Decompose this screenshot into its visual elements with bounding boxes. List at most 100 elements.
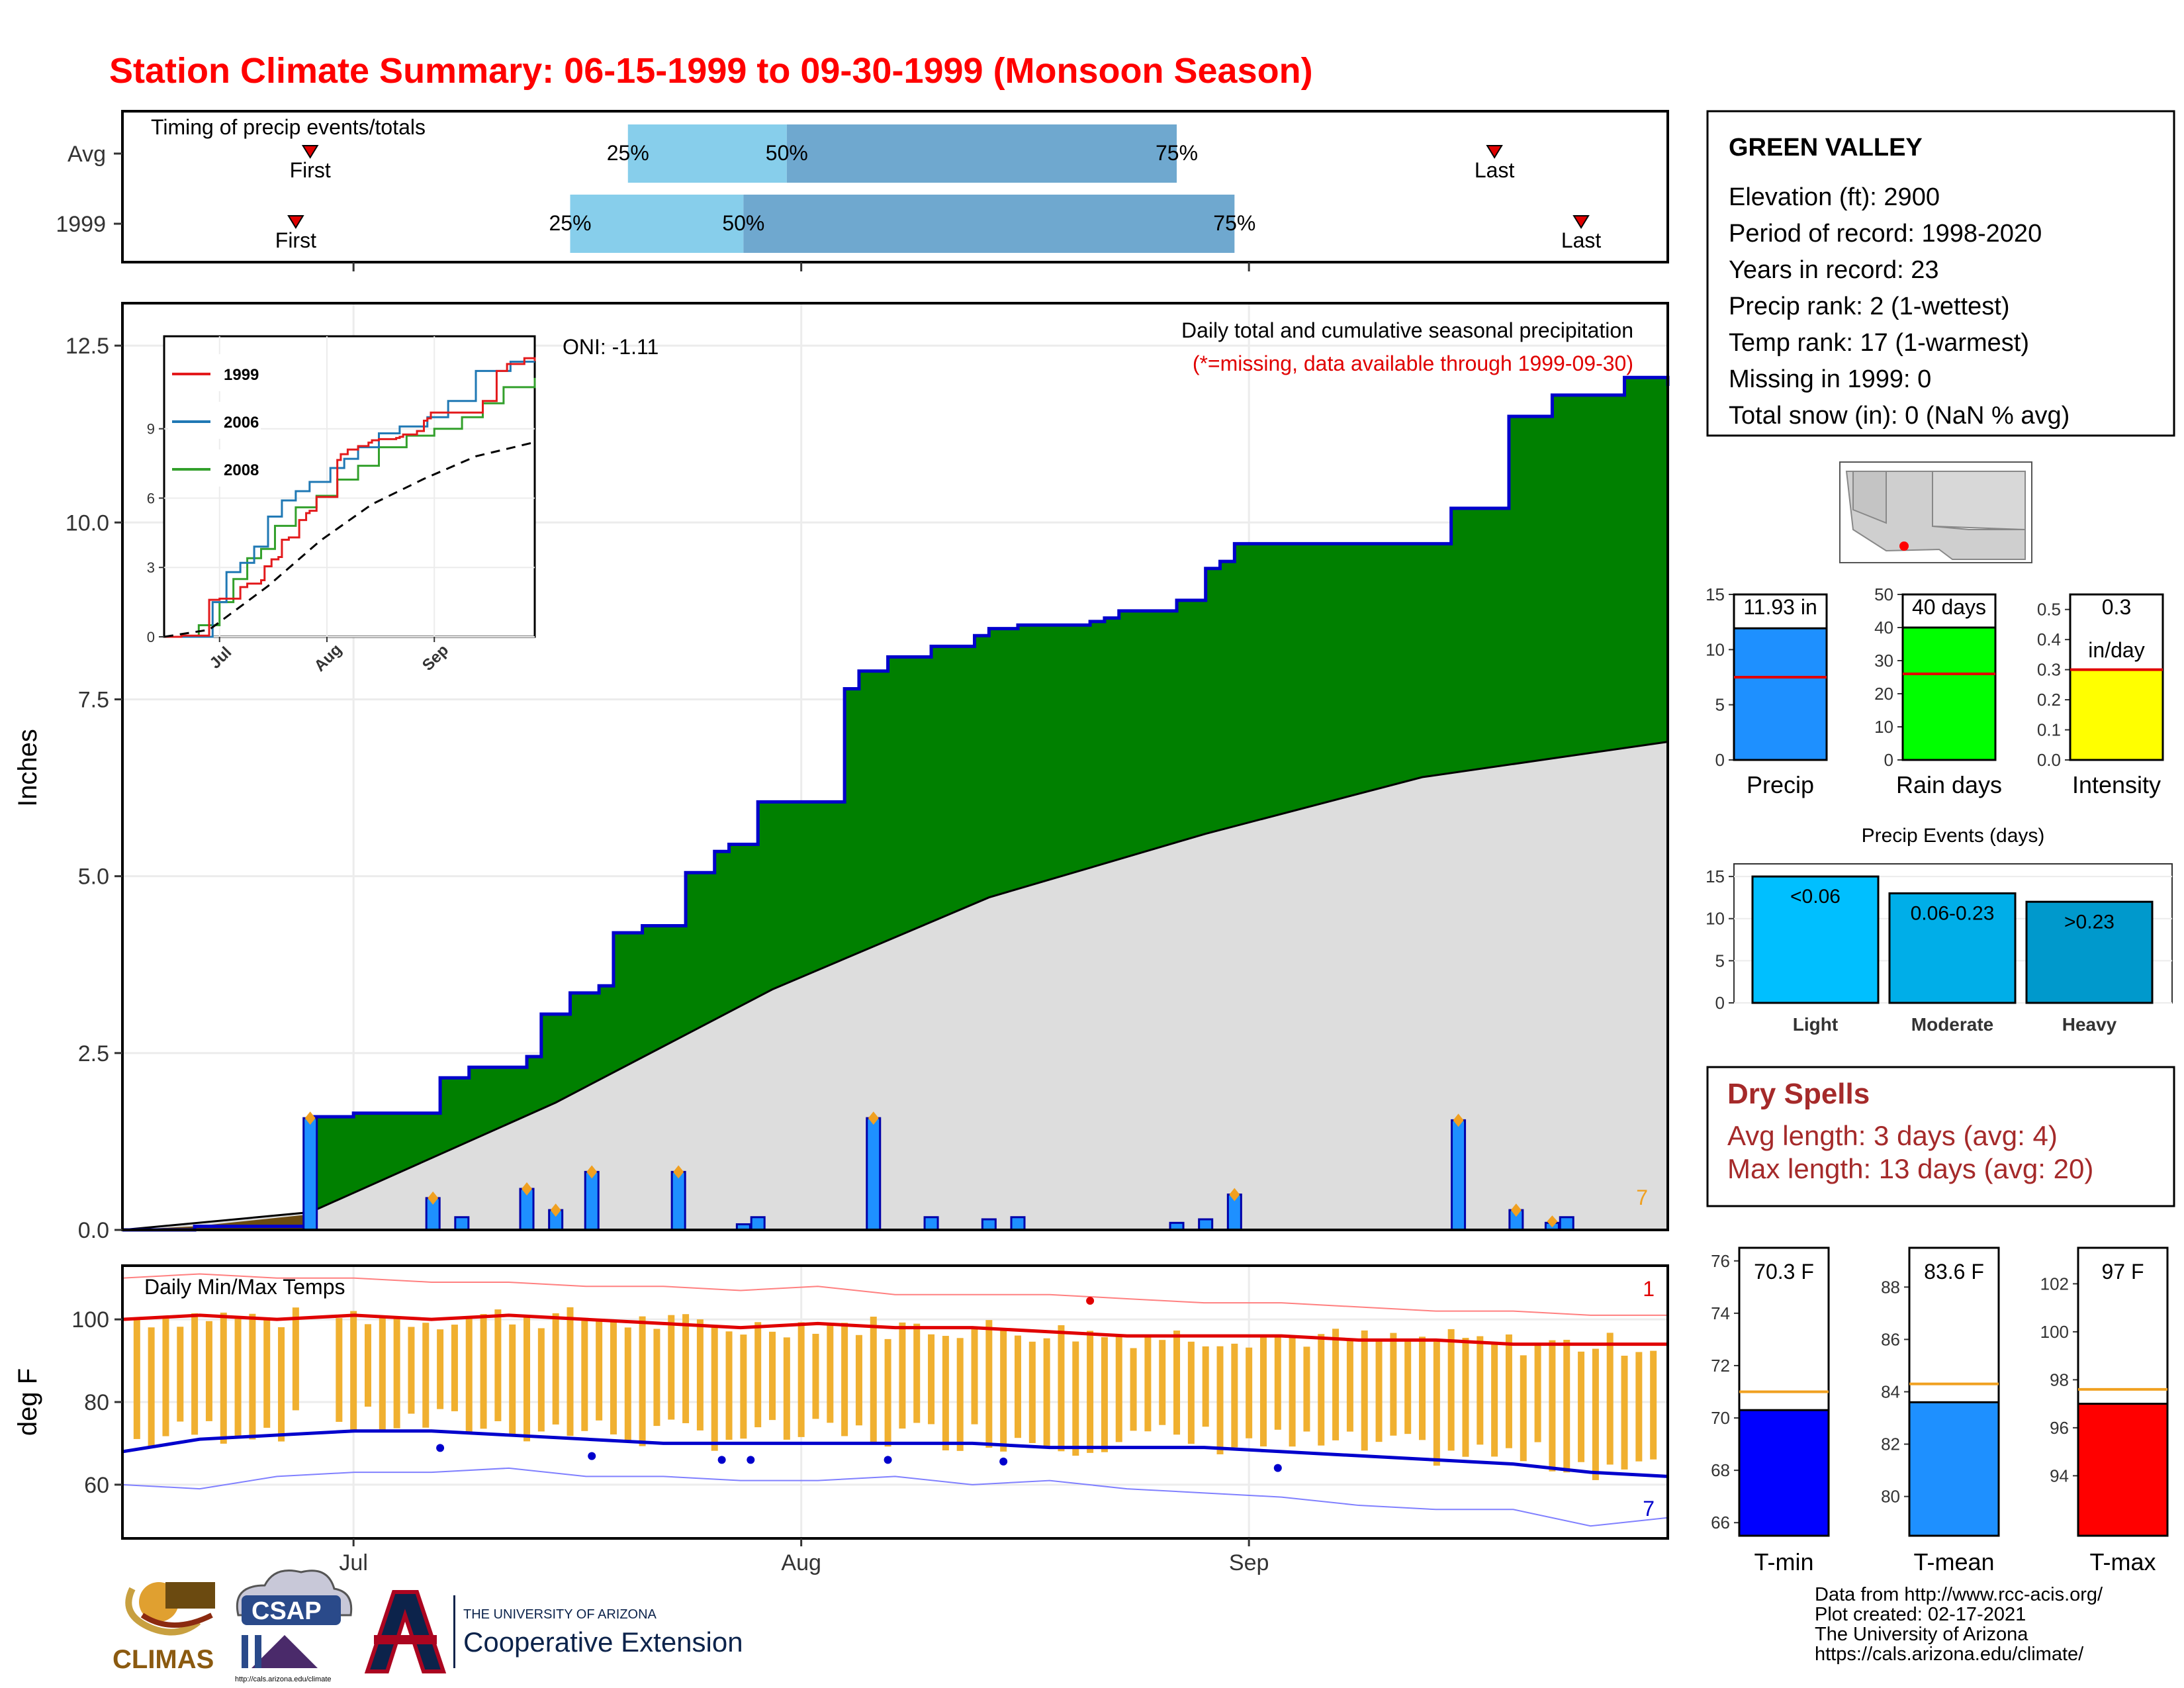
footer-line: The University of Arizona bbox=[1815, 1624, 2028, 1645]
inset-ytick-label: 6 bbox=[147, 490, 155, 506]
daily-temp-bar bbox=[682, 1314, 690, 1423]
mini-bar-tick-label: 5 bbox=[1715, 695, 1725, 715]
daily-temp-bar bbox=[451, 1325, 458, 1411]
timing-row-label: 1999 bbox=[56, 212, 106, 237]
temp-bar-tick-label: 82 bbox=[1881, 1434, 1900, 1454]
daily-precip-marker bbox=[1547, 1215, 1558, 1228]
month-label: Sep bbox=[1229, 1550, 1269, 1575]
timing-bar-25-50 bbox=[570, 195, 744, 253]
daily-temp-bar bbox=[1159, 1340, 1166, 1425]
temp-bar-tick-label: 98 bbox=[2050, 1370, 2069, 1389]
precip-caption: Daily total and cumulative seasonal prec… bbox=[1181, 318, 1633, 342]
temp-corner-top: 1 bbox=[1643, 1277, 1655, 1301]
daily-temp-bar bbox=[1087, 1331, 1094, 1453]
daily-temp-bar bbox=[1491, 1343, 1498, 1457]
temp-ytick-label: 60 bbox=[84, 1473, 109, 1498]
daily-precip-bar bbox=[866, 1117, 882, 1231]
precip-y-label: Inches bbox=[13, 729, 42, 807]
timing-bar-25-50 bbox=[627, 124, 787, 183]
station-info-box: GREEN VALLEY Elevation (ft): 2900 Period … bbox=[1706, 110, 2175, 437]
precip-panel: Daily total and cumulative seasonal prec… bbox=[13, 302, 1670, 1243]
daily-temp-bar bbox=[1563, 1339, 1570, 1473]
daily-precip-bar bbox=[584, 1170, 600, 1231]
inset-legend-label: 2008 bbox=[224, 461, 259, 479]
dry-spells-avg: Avg length: 3 days (avg: 4) bbox=[1727, 1120, 2058, 1151]
daily-precip-marker bbox=[586, 1165, 598, 1179]
daily-temp-bar bbox=[437, 1329, 444, 1409]
temp-record-low-marker bbox=[588, 1452, 596, 1460]
daily-temp-bar bbox=[783, 1337, 790, 1440]
daily-temp-bar bbox=[1130, 1348, 1137, 1431]
mini-bar-tick-label: 10 bbox=[1874, 717, 1893, 737]
temp-avg-min-line bbox=[122, 1429, 1668, 1478]
station-location-marker bbox=[1899, 541, 1909, 551]
daily-temp-bar bbox=[1549, 1340, 1556, 1472]
daily-temp-bar bbox=[985, 1320, 993, 1448]
inset-ytick-label: 0 bbox=[147, 629, 155, 645]
mini-bar-value-label: 11.93 in bbox=[1743, 595, 1817, 619]
daily-temp-bar bbox=[769, 1331, 776, 1421]
daily-temp-bar bbox=[1606, 1333, 1614, 1465]
daily-temp-bar bbox=[1433, 1341, 1440, 1466]
timing-row-label: Avg bbox=[68, 142, 106, 167]
daily-precip-bar bbox=[454, 1216, 470, 1231]
daily-temp-bar bbox=[1419, 1336, 1426, 1440]
daily-temp-bar bbox=[133, 1319, 140, 1439]
mini-bar-tick-label: 0.1 bbox=[2037, 720, 2061, 740]
daily-temp-bar bbox=[596, 1321, 603, 1421]
temp-bar-tick-label: 86 bbox=[1881, 1329, 1900, 1349]
daily-temp-bar bbox=[1274, 1335, 1281, 1430]
inset-line-avg bbox=[163, 441, 535, 638]
daily-temp-bar bbox=[913, 1323, 921, 1423]
temp-avg-max-line bbox=[122, 1313, 1668, 1346]
temp-bar-value bbox=[2077, 1403, 2169, 1537]
daily-temp-bar bbox=[350, 1311, 357, 1430]
daily-precip-bar bbox=[302, 1117, 318, 1231]
temp-bar-category-label: T-min bbox=[1754, 1548, 1814, 1575]
dry-spells-box: Dry Spells Avg length: 3 days (avg: 4) M… bbox=[1706, 1066, 2175, 1207]
daily-temp-bar bbox=[711, 1325, 718, 1451]
mini-bar-tick-label: 50 bbox=[1874, 585, 1893, 604]
station-name: GREEN VALLEY bbox=[1729, 134, 1923, 162]
daily-temp-bar bbox=[668, 1315, 675, 1420]
daily-temp-bar bbox=[234, 1317, 242, 1438]
mini-bar-tick-label: 0.0 bbox=[2037, 750, 2061, 770]
events-title: Precip Events (days) bbox=[1862, 825, 2045, 847]
oni-label: ONI: -1.11 bbox=[563, 335, 659, 359]
timing-first-label: First bbox=[275, 228, 316, 252]
daily-precip-marker bbox=[1229, 1188, 1240, 1201]
daily-temp-bar bbox=[408, 1327, 415, 1414]
daily-temp-bar bbox=[205, 1321, 212, 1421]
precip-events-chart: Precip Events (days) 0 5 10 15 <0.06 Light 0.06… bbox=[1706, 825, 2173, 1035]
daily-temp-bar bbox=[1144, 1336, 1152, 1432]
daily-precip-marker bbox=[673, 1165, 684, 1179]
temp-ytick-label: 100 bbox=[71, 1307, 109, 1333]
timing-last-label: Last bbox=[1561, 228, 1602, 252]
daily-temp-bar bbox=[465, 1318, 473, 1434]
mini-bar-value-label: 0.3 bbox=[2102, 595, 2131, 619]
month-label: Aug bbox=[781, 1550, 821, 1575]
ua-big-text: Cooperative Extension bbox=[463, 1626, 743, 1658]
daily-temp-bar bbox=[1072, 1341, 1079, 1456]
daily-temp-bar bbox=[812, 1333, 819, 1419]
daily-temp-bar bbox=[884, 1338, 891, 1447]
daily-temp-bar bbox=[336, 1318, 343, 1422]
daily-temp-bar bbox=[249, 1313, 256, 1440]
daily-temp-bar bbox=[1115, 1336, 1122, 1442]
daily-temp-bar bbox=[956, 1338, 964, 1451]
station-info-line: Missing in 1999: 0 bbox=[1729, 365, 1931, 393]
inset-legend-label: 1999 bbox=[224, 366, 259, 384]
events-bar bbox=[1888, 892, 2017, 1004]
mini-bar-tick-label: 0 bbox=[1884, 750, 1893, 770]
station-info-line: Total snow (in): 0 (NaN % avg) bbox=[1729, 402, 2070, 430]
station-info-line: Period of record: 1998-2020 bbox=[1729, 220, 2042, 248]
temp-bar-tick-label: 72 bbox=[1711, 1356, 1730, 1376]
daily-temp-bar bbox=[552, 1313, 559, 1425]
timing-p50-label: 50% bbox=[722, 211, 764, 235]
mini-bar-chart-rain-days: 0 10 20 30 40 50 40 days Rain days bbox=[1874, 585, 2002, 798]
timing-panel: Timing of precip events/totals Avg 25% 50%… bbox=[56, 110, 1669, 263]
inset-ytick-label: 3 bbox=[147, 559, 155, 576]
daily-temp-bar bbox=[639, 1316, 646, 1446]
temp-bar-value bbox=[1738, 1409, 1830, 1537]
